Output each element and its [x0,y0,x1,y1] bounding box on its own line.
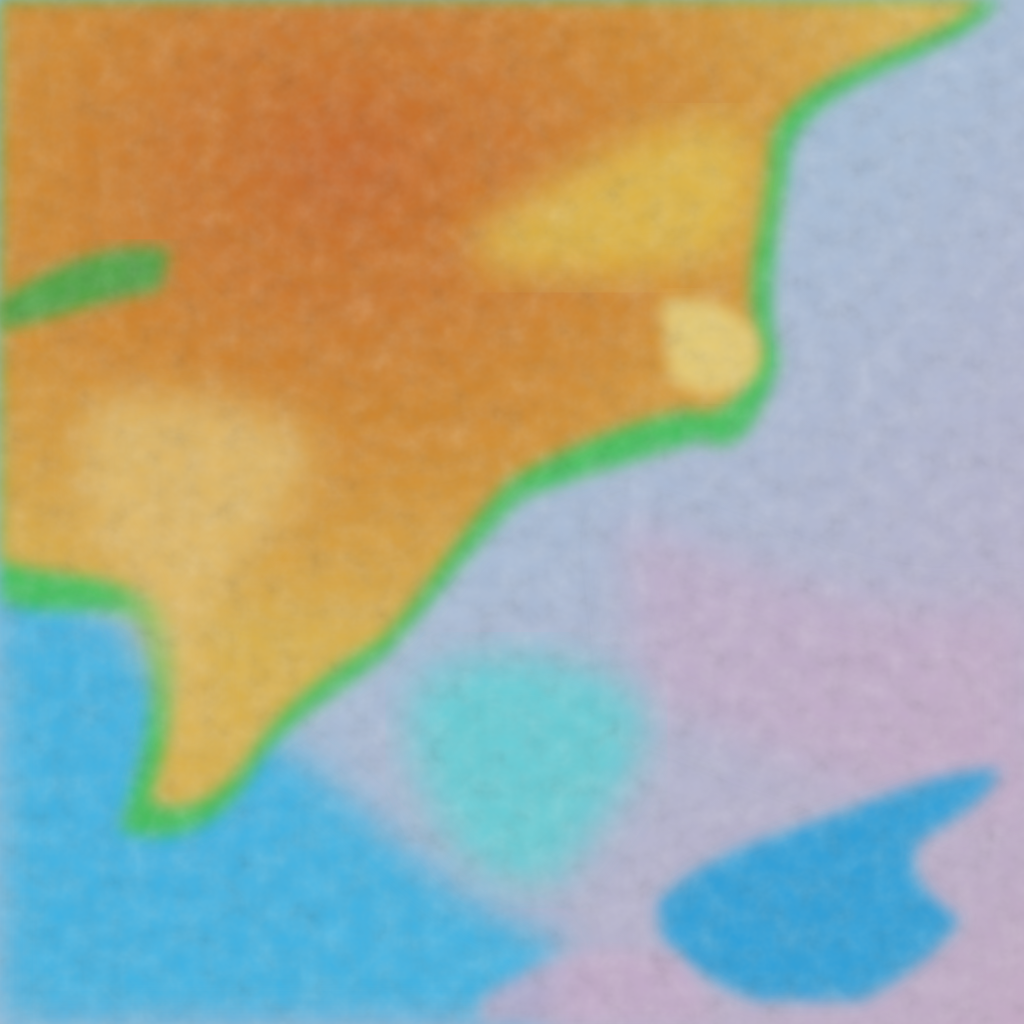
texture-overlay [0,0,1024,1024]
satellite-image [0,0,1024,1024]
